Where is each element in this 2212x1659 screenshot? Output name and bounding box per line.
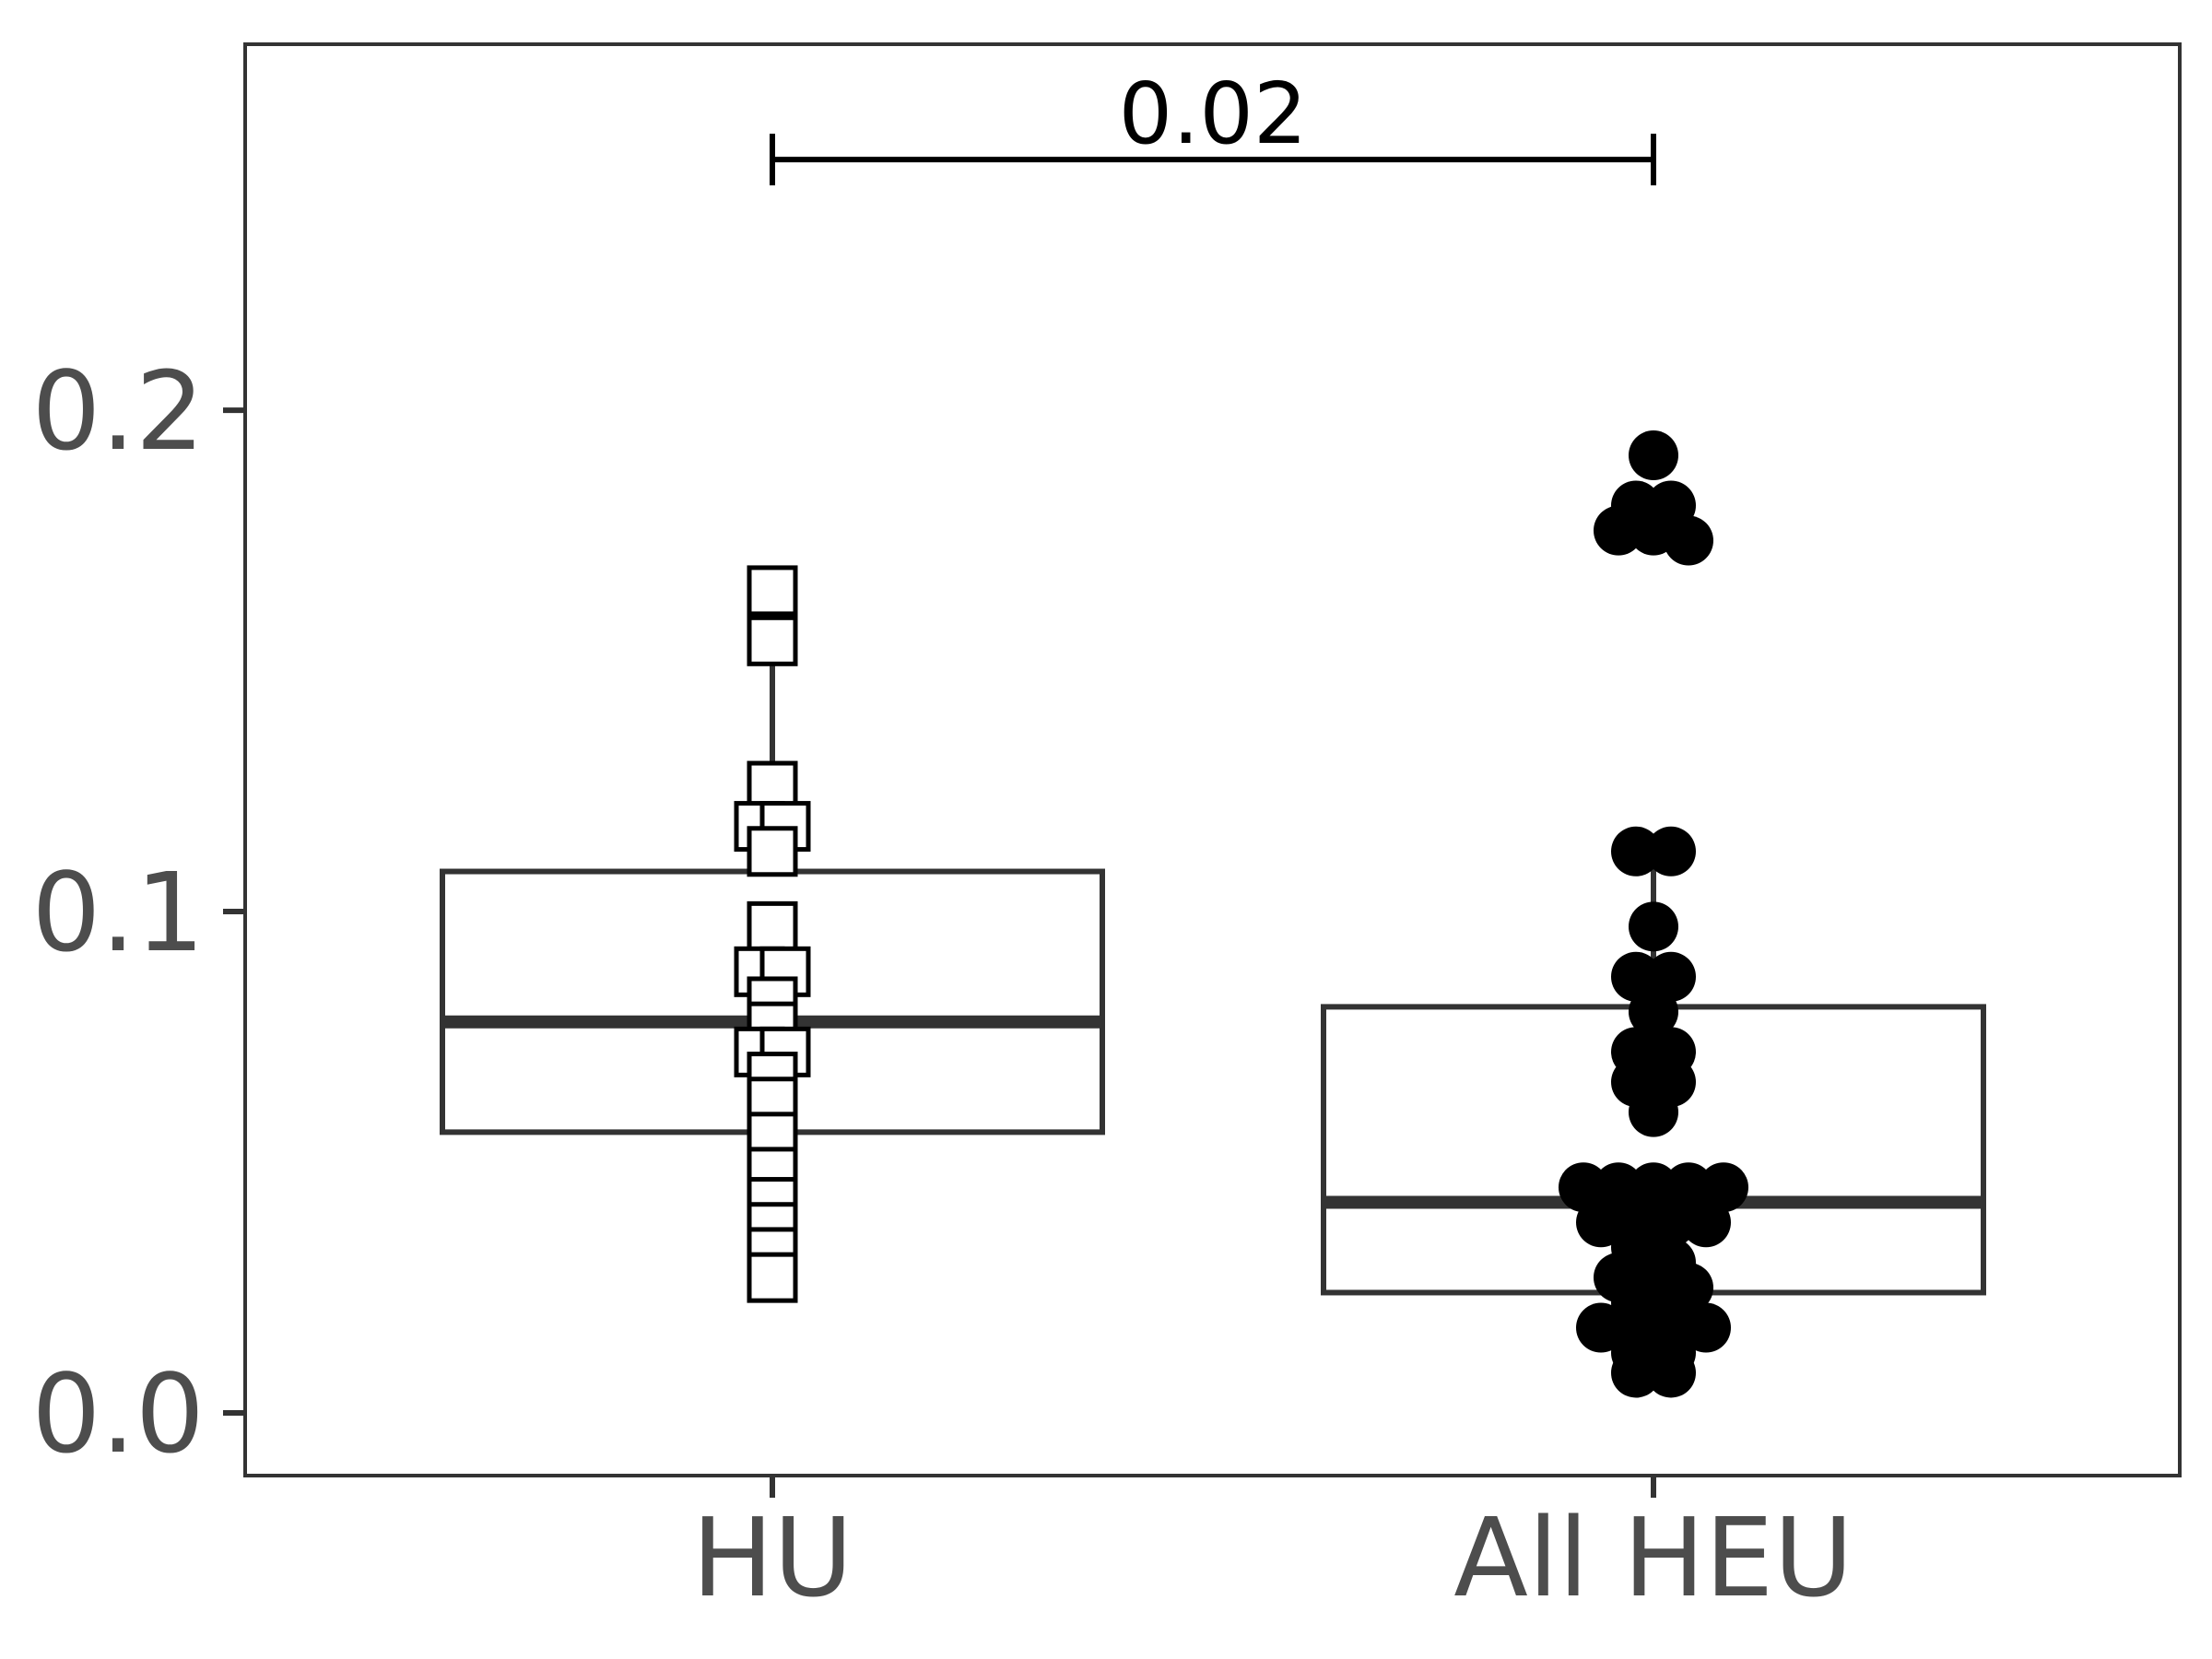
data-point-all-heu-0 [1629,430,1678,481]
data-point-all-heu-11 [1629,986,1678,1037]
data-point-all-heu-3 [1594,505,1643,556]
data-point-hu-1 [747,615,798,666]
y-tick-label-1: 0.1 [31,849,205,976]
data-point-all-heu-40 [1646,1347,1696,1398]
data-point-all-heu-24 [1646,1197,1696,1248]
data-point-hu-6 [747,900,798,952]
data-point-all-heu-5 [1664,515,1713,566]
x-tick-label-0: HU [691,1494,853,1621]
data-point-all-heu-22 [1576,1197,1626,1248]
points-layer [734,430,1748,1398]
data-point-all-heu-7 [1646,826,1696,877]
data-point-hu-0 [747,565,798,617]
data-point-all-heu-36 [1681,1302,1731,1353]
plot-panel-border [243,42,2182,1477]
comparison-p-value-0: 0.02 [1119,65,1308,163]
boxes-layer [440,595,1986,1373]
data-point-all-heu-33 [1576,1302,1626,1353]
y-tick-label-2: 0.2 [31,347,205,475]
data-point-hu-5 [747,826,798,877]
axes-layer: 0.0 0.1 0.2 HU All HEU [31,42,2182,1621]
data-point-all-heu-16 [1629,1087,1678,1137]
data-point-all-heu-39 [1611,1347,1661,1398]
data-point-hu-20 [747,1252,798,1303]
data-point-all-heu-6 [1611,826,1661,877]
data-point-all-heu-8 [1629,901,1678,952]
y-tick-label-0: 0.0 [31,1350,205,1477]
comparison-layer: 0.02 [770,65,1656,186]
x-tick-label-1: All HEU [1453,1494,1853,1621]
data-point-all-heu-25 [1681,1197,1731,1248]
